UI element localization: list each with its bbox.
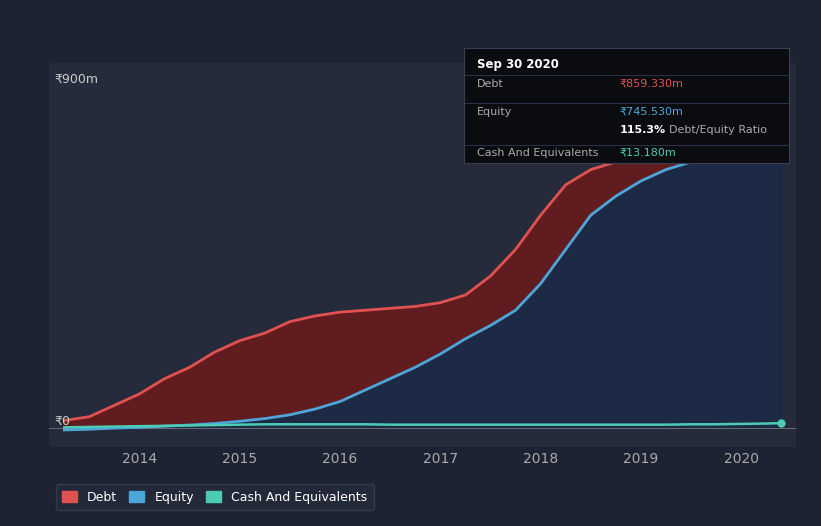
Text: ₹859.330m: ₹859.330m [620, 79, 684, 89]
Text: Debt: Debt [477, 79, 503, 89]
Text: Sep 30 2020: Sep 30 2020 [477, 58, 559, 71]
Text: ₹745.530m: ₹745.530m [620, 106, 684, 117]
Text: ₹0: ₹0 [54, 415, 71, 428]
Text: 115.3%: 115.3% [620, 125, 666, 135]
Text: ₹13.180m: ₹13.180m [620, 148, 677, 158]
Text: Cash And Equivalents: Cash And Equivalents [477, 148, 599, 158]
Text: Equity: Equity [477, 106, 512, 117]
Text: ₹900m: ₹900m [54, 73, 99, 86]
Text: Debt/Equity Ratio: Debt/Equity Ratio [668, 125, 767, 135]
Legend: Debt, Equity, Cash And Equivalents: Debt, Equity, Cash And Equivalents [56, 484, 374, 510]
